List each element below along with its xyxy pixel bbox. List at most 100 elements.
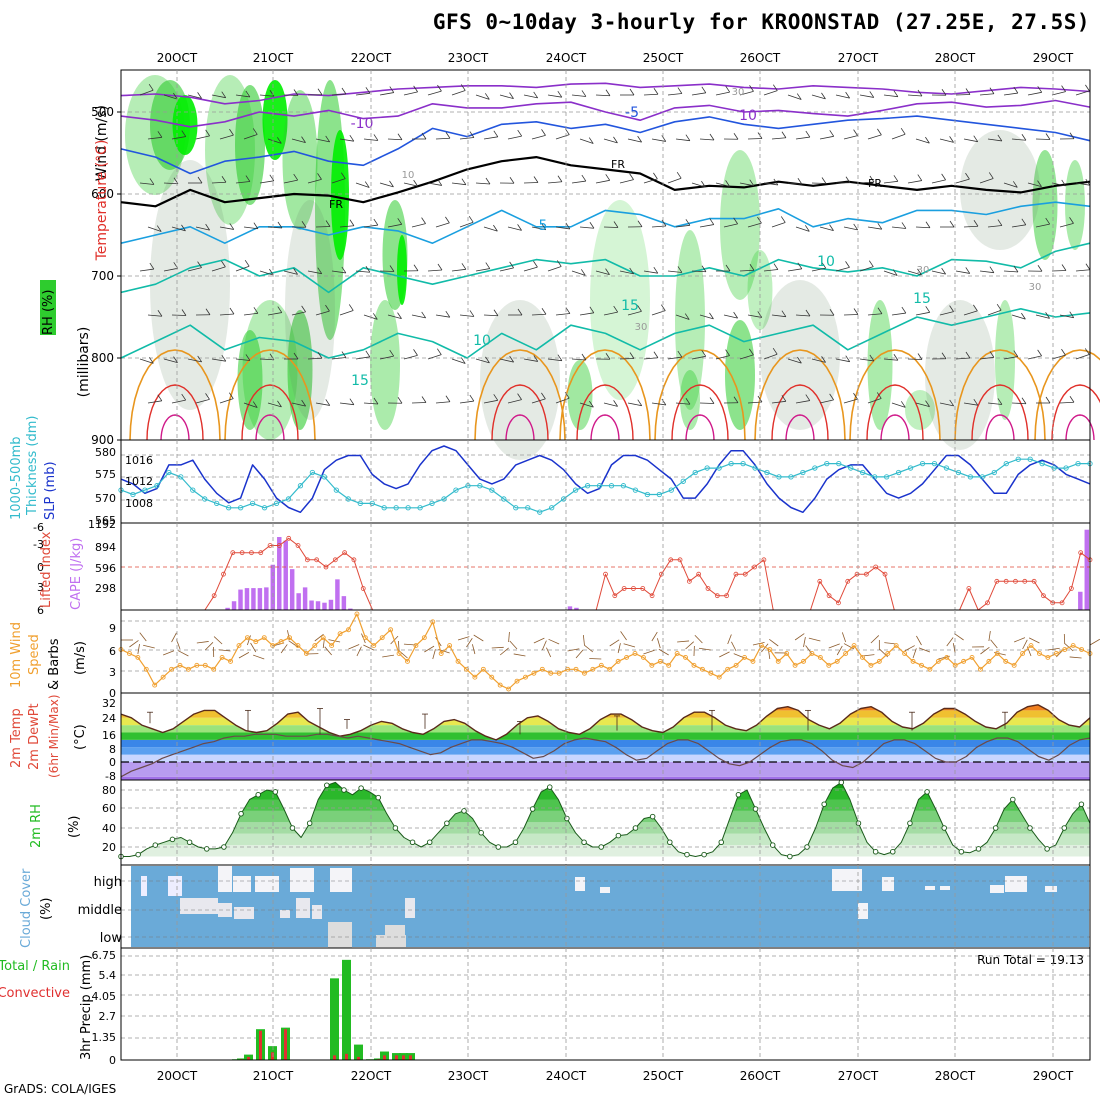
rh-marker bbox=[890, 849, 895, 854]
wind-barb bbox=[668, 94, 682, 95]
rh-shading-grey bbox=[285, 200, 335, 420]
wind-barb bbox=[580, 227, 594, 228]
wind-barb-10m bbox=[584, 645, 593, 652]
rh-marker bbox=[788, 854, 793, 859]
wind-barb-flag bbox=[1046, 133, 1050, 139]
wind-barb-flag bbox=[349, 304, 353, 310]
rh-marker bbox=[1045, 847, 1050, 852]
wind-barb-flag bbox=[438, 264, 442, 270]
precip-tick: 4.05 bbox=[92, 990, 117, 1003]
rh-marker bbox=[856, 821, 861, 826]
wind-barb-flag bbox=[494, 131, 498, 137]
cloud-block bbox=[218, 866, 232, 892]
temp-band bbox=[121, 740, 1090, 747]
wind-barb-10m bbox=[1023, 640, 1028, 649]
contour-label: FR bbox=[329, 198, 343, 211]
rh-marker bbox=[599, 845, 604, 850]
wind-barb-10m bbox=[677, 641, 689, 642]
ylabel-rh: RH (%) bbox=[41, 290, 56, 335]
wind-barb-10m bbox=[686, 642, 694, 649]
wind-barb-10m bbox=[281, 644, 287, 653]
chart-title: GFS 0~10day 3-hourly for KROONSTAD (27.2… bbox=[0, 10, 1090, 34]
precip-convective-bar bbox=[402, 1055, 405, 1060]
date-tick-top: 23OCT bbox=[448, 51, 489, 65]
cloud-block bbox=[255, 876, 279, 892]
wind-barb-flag bbox=[582, 90, 586, 96]
cloud-block bbox=[280, 910, 290, 918]
rh-shading bbox=[331, 130, 349, 260]
wind-barb bbox=[220, 399, 233, 403]
wind-barb bbox=[1076, 270, 1090, 271]
contour-label: 15 bbox=[351, 373, 369, 389]
contour-label: 30 bbox=[1029, 282, 1042, 293]
ylabel-slp: SLP (mb) bbox=[43, 461, 58, 520]
wind-barb bbox=[412, 224, 426, 227]
wind-barb-flag bbox=[414, 349, 418, 355]
wind-barb-10m bbox=[989, 631, 990, 641]
wind-barb bbox=[596, 95, 610, 96]
run-total: Run Total = 19.13 bbox=[977, 953, 1084, 967]
wind-barb-flag bbox=[398, 134, 402, 140]
wind-barb-flag bbox=[822, 177, 826, 183]
wind-barb-flag bbox=[774, 264, 778, 270]
rh-marker bbox=[547, 785, 552, 790]
cloud-block bbox=[141, 876, 147, 896]
wind-barb bbox=[532, 135, 546, 139]
wind-barb-10m bbox=[472, 644, 474, 654]
wind-barb-flag bbox=[773, 85, 777, 91]
wind-barb bbox=[892, 313, 906, 315]
thickness-tick: 570 bbox=[95, 492, 116, 505]
wind-barb bbox=[428, 183, 442, 185]
wind-barb-flag bbox=[510, 177, 514, 183]
date-tick-top: 24OCT bbox=[546, 51, 587, 65]
rh-marker bbox=[668, 840, 673, 845]
date-tick-top: 29OCT bbox=[1033, 51, 1074, 65]
ylabel-precip-1: Total / Rain bbox=[0, 959, 70, 974]
date-tick-top: 20OCT bbox=[157, 51, 198, 65]
cloud-block bbox=[233, 876, 251, 892]
rh-shading bbox=[370, 300, 400, 430]
wind-barb-flag bbox=[894, 175, 898, 181]
wind-barb-flag bbox=[1086, 264, 1090, 270]
precip-tick: 2.7 bbox=[99, 1010, 117, 1023]
wind-barb-flag bbox=[926, 222, 930, 228]
rh-tick: 20 bbox=[102, 841, 116, 854]
cloud-block bbox=[1045, 886, 1057, 892]
wind-barb-10m bbox=[143, 645, 155, 648]
footer-credit: GrADS: COLA/IGES bbox=[4, 1082, 116, 1096]
wind-barb-flag bbox=[686, 135, 690, 141]
wind-barb-10m bbox=[214, 637, 222, 644]
wind-barb-flag bbox=[710, 219, 714, 225]
wind-barb bbox=[844, 136, 858, 139]
wind-barb bbox=[1060, 402, 1074, 403]
wind-barb-flag bbox=[533, 261, 537, 267]
rh-shading-grey bbox=[150, 160, 230, 410]
rh-marker bbox=[1062, 826, 1067, 831]
rh-marker bbox=[719, 840, 724, 845]
wind-barb-10m bbox=[1029, 638, 1039, 643]
cape-bar bbox=[251, 588, 255, 610]
contour-label: FR bbox=[611, 158, 625, 171]
pressure-tick: 700 bbox=[91, 269, 114, 283]
temp-tick: 24 bbox=[102, 712, 116, 725]
wind-barb-10m bbox=[1070, 657, 1082, 658]
wind-barb-flag bbox=[846, 261, 850, 267]
wind-barb-flag bbox=[470, 310, 474, 316]
temp-tick: 32 bbox=[102, 697, 116, 710]
contour-label: 5 bbox=[539, 218, 548, 234]
cape-bar bbox=[316, 601, 320, 610]
wind-barb-flag bbox=[734, 133, 738, 139]
wind-speed-line bbox=[121, 614, 1090, 689]
wind-barb-10m bbox=[509, 632, 510, 642]
wind-barb-10m bbox=[239, 652, 249, 658]
cape-bar bbox=[277, 537, 281, 610]
wind-barb-10m bbox=[129, 640, 138, 647]
wind-barb bbox=[380, 93, 394, 95]
wind-barb-flag bbox=[437, 349, 441, 355]
wind-barb-10m bbox=[474, 635, 484, 641]
wind-barb-10m bbox=[980, 647, 989, 654]
ylabel-cloud-units: (%) bbox=[39, 898, 54, 921]
cloud-block bbox=[312, 905, 322, 919]
wind-barb-flag bbox=[630, 89, 634, 95]
